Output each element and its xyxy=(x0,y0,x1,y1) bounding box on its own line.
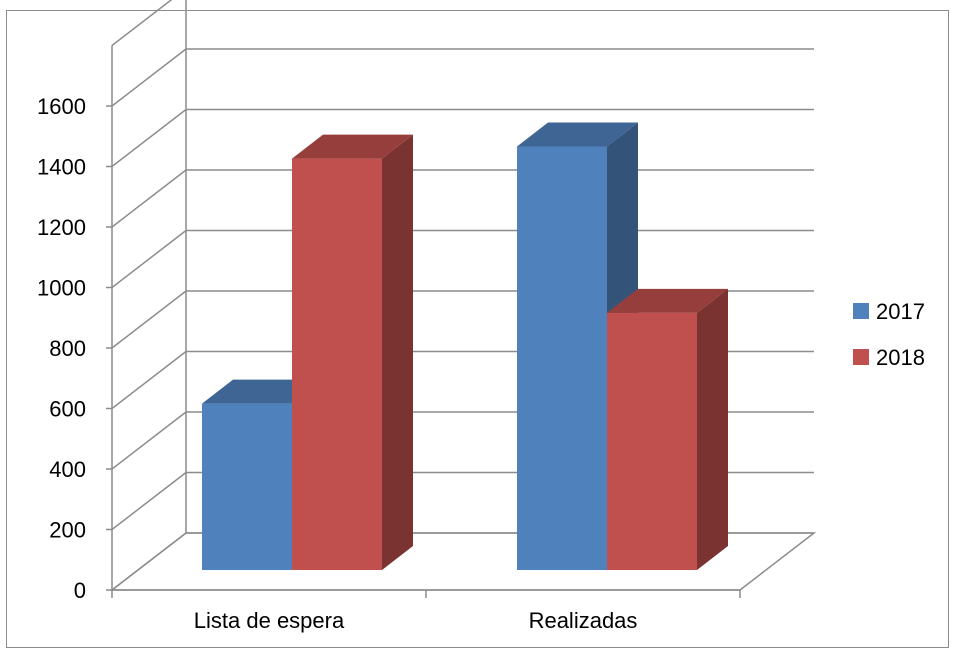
bar-side xyxy=(697,288,728,570)
bar-front xyxy=(607,312,697,570)
axes xyxy=(106,0,741,598)
x-category-label: Realizadas xyxy=(529,608,638,633)
bar-front xyxy=(202,403,292,570)
bars xyxy=(202,122,728,570)
gridline-side xyxy=(111,532,187,591)
y-tick-label: 800 xyxy=(49,336,86,361)
legend: 2017 2018 xyxy=(853,299,925,370)
y-tick-label: 1000 xyxy=(37,276,86,301)
bar-top xyxy=(607,288,728,313)
y-tick-label: 1400 xyxy=(37,155,86,180)
y-tick-label: 400 xyxy=(49,457,86,482)
bar-front xyxy=(292,158,382,570)
y-tick-label: 0 xyxy=(74,578,86,603)
y-tick-label: 600 xyxy=(49,397,86,422)
y-tick-label: 1200 xyxy=(37,215,86,240)
y-tick-labels: 0 200 400 600 800 1000 1200 1400 1600 xyxy=(37,94,86,603)
legend-swatch xyxy=(853,349,869,365)
legend-swatch xyxy=(853,303,869,319)
bar xyxy=(607,288,728,570)
bar xyxy=(292,134,413,570)
legend-label: 2018 xyxy=(876,345,925,370)
gridline-side xyxy=(111,229,187,289)
y-tick-label: 1600 xyxy=(37,94,86,119)
bar-side xyxy=(382,134,413,570)
gridline-side xyxy=(111,0,173,47)
chart-frame xyxy=(6,10,949,648)
gridline-side xyxy=(111,350,187,410)
bar-top xyxy=(292,134,413,159)
gridline-side xyxy=(111,169,187,228)
category-labels: Lista de espera Realizadas xyxy=(194,608,638,633)
legend-label: 2017 xyxy=(876,299,925,324)
bar-front xyxy=(517,146,607,570)
bar-top xyxy=(517,122,638,147)
gridline-side xyxy=(111,471,187,531)
gridline-side xyxy=(111,411,187,470)
gridline-side xyxy=(111,48,187,107)
x-category-label: Lista de espera xyxy=(194,608,345,633)
gridline-side xyxy=(111,290,187,349)
gridline-side xyxy=(111,108,187,168)
y-tick-label: 200 xyxy=(49,518,86,543)
